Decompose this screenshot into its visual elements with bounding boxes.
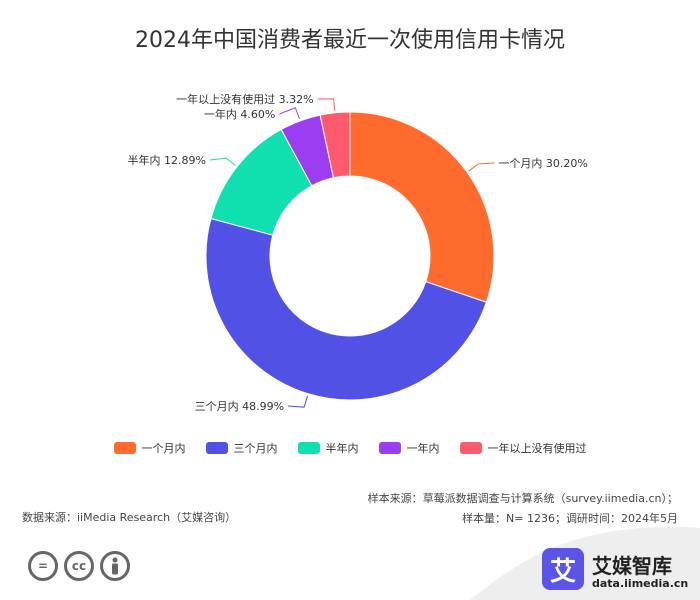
legend-swatch — [113, 442, 136, 454]
leader-line — [209, 157, 236, 166]
brand-name: 艾媒智库 — [592, 554, 672, 578]
legend-swatch — [459, 442, 482, 454]
leader-line — [279, 107, 300, 120]
leader-line — [317, 98, 336, 111]
data-label: 三个月内 48.99% — [195, 399, 284, 413]
legend-label: 三个月内 — [233, 442, 278, 455]
data-label: 一个月内 30.20% — [498, 156, 587, 170]
data-source: 数据来源：iiMedia Research（艾媒咨询） — [22, 511, 237, 524]
chart-title: 2024年中国消费者最近一次使用信用卡情况 — [135, 28, 565, 53]
legend-swatch — [378, 442, 401, 454]
legend-item: 半年内 — [297, 440, 359, 456]
donut-slice — [319, 111, 351, 179]
sample-size: 样本量：N= 1236；调研时间：2024年5月 — [462, 512, 678, 525]
leader-line — [288, 395, 309, 408]
license-icons: = cc — [28, 551, 130, 581]
sample-source: 样本来源：草莓派数据调查与计算系统（survey.iimedia.cn）； — [367, 492, 678, 505]
donut-chart: 一个月内 30.20% 三个月内 48.99% 半年内 12.89% 一年内 4.60… — [128, 92, 588, 413]
legend-label: 一个月内 — [141, 442, 186, 455]
donut-slice — [205, 217, 488, 401]
legend-swatch — [205, 442, 228, 454]
brand-logo-icon: 艾 — [542, 548, 584, 590]
leader-line — [468, 162, 495, 172]
donut-slice — [349, 111, 495, 303]
cc-icon: cc — [64, 551, 94, 581]
brand-url: data.iimedia.cn — [592, 577, 689, 590]
legend-item: 一年以上没有使用过 — [459, 440, 587, 456]
sample-info: 样本来源：草莓派数据调查与计算系统（survey.iimedia.cn）； 样本… — [368, 489, 678, 529]
legend-item: 一个月内 — [113, 440, 186, 456]
equals-icon: = — [28, 551, 58, 581]
legend-label: 一年以上没有使用过 — [487, 442, 587, 455]
legend: 一个月内 三个月内 半年内 一年内 一年以上没有使用过 — [0, 440, 700, 456]
legend-swatch — [297, 442, 320, 454]
legend-label: 半年内 — [325, 442, 359, 455]
legend-item: 一年内 — [378, 440, 440, 456]
person-icon — [100, 551, 130, 581]
legend-item: 三个月内 — [205, 440, 278, 456]
data-label: 一年以上没有使用过 3.32% — [176, 92, 313, 106]
legend-label: 一年内 — [406, 442, 440, 455]
data-label: 一年内 4.60% — [204, 107, 275, 121]
data-label: 半年内 12.89% — [128, 153, 206, 167]
